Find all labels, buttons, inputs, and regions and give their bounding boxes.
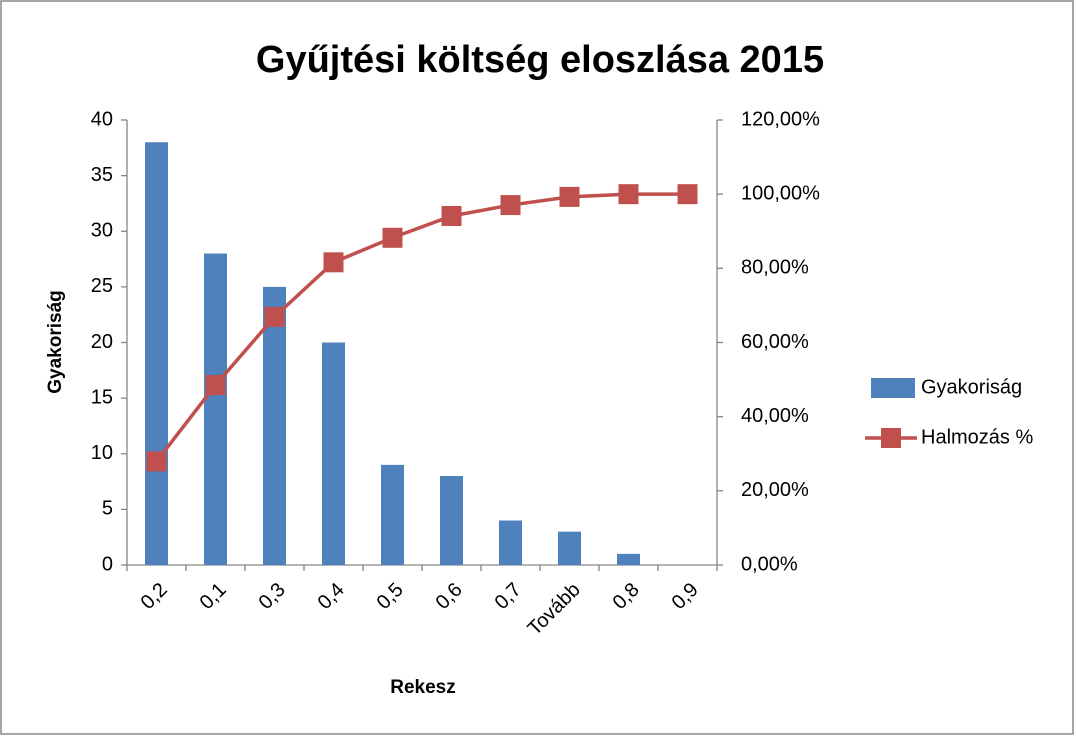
- y-tick-label: 15: [91, 386, 113, 408]
- x-axis-label: Rekesz: [390, 677, 456, 698]
- line-marker: [205, 375, 226, 396]
- y2-tick-label: 40,00%: [741, 405, 809, 427]
- line-marker: [618, 184, 639, 205]
- line-marker: [146, 451, 167, 472]
- bar: [322, 342, 345, 565]
- y2-tick-label: 100,00%: [741, 182, 820, 204]
- y2-tick-label: 80,00%: [741, 257, 809, 279]
- line-marker: [264, 306, 285, 327]
- y-tick-label: 35: [91, 164, 113, 186]
- line-marker: [382, 227, 403, 248]
- bar: [263, 286, 286, 565]
- bar: [499, 520, 522, 565]
- y-tick-label: 10: [91, 442, 113, 464]
- y-tick-label: 5: [102, 498, 113, 520]
- legend-swatch: [871, 378, 915, 398]
- y-tick-label: 20: [91, 331, 113, 353]
- legend-label: Halmozás %: [921, 426, 1033, 448]
- chart-title: Gyűjtési költség eloszlása 2015: [256, 39, 824, 81]
- line-marker: [441, 205, 462, 226]
- bar: [204, 253, 227, 565]
- y-axis-label: Gyakoriság: [45, 290, 66, 394]
- legend-marker: [881, 428, 901, 448]
- bar: [145, 142, 168, 565]
- bar: [617, 553, 640, 565]
- bar: [381, 464, 404, 565]
- y-tick-label: 0: [102, 553, 113, 575]
- y2-tick-label: 20,00%: [741, 479, 809, 501]
- line-marker: [559, 186, 580, 207]
- bar: [440, 476, 463, 565]
- line: [155, 192, 688, 463]
- y2-tick-label: 60,00%: [741, 331, 809, 353]
- y2-tick-label: 0,00%: [741, 553, 798, 575]
- y-tick-label: 25: [91, 275, 113, 297]
- y2-tick-label: 120,00%: [741, 108, 820, 130]
- bar: [558, 531, 581, 565]
- y-tick-label: 30: [91, 220, 113, 242]
- legend-label: Gyakoriság: [921, 376, 1022, 398]
- line-marker: [677, 184, 698, 205]
- line-marker: [500, 195, 521, 216]
- y-tick-label: 40: [91, 108, 113, 130]
- line-marker: [323, 252, 344, 273]
